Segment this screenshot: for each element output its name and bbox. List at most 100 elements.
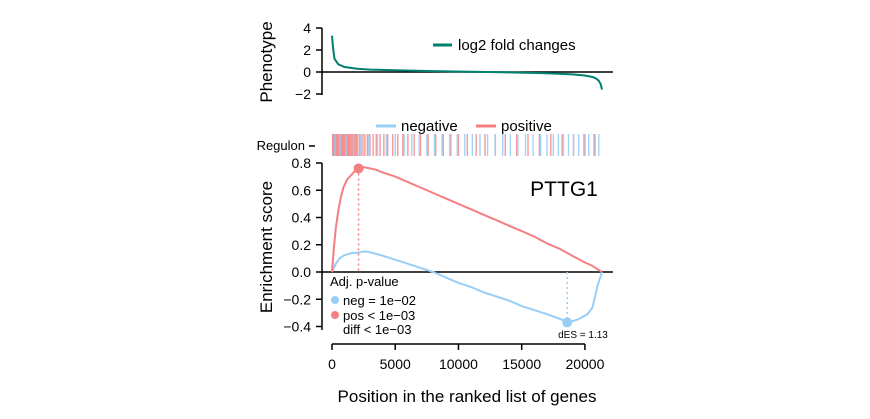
regulon-positive-bar: [538, 134, 541, 156]
regulon-positive-bar: [372, 134, 374, 156]
regulon-negative-bar: [418, 134, 420, 156]
phenotype-y-label: Phenotype: [257, 21, 276, 102]
regulon-positive-bar: [356, 134, 358, 156]
regulon-negative-bar: [339, 134, 341, 156]
phenotype-line: [331, 35, 603, 90]
legend-negative-label: negative: [401, 118, 458, 135]
regulon-positive-bar: [407, 134, 409, 156]
regulon-positive-bar: [427, 134, 429, 156]
regulon-positive-bar: [332, 134, 335, 156]
regulon-negative-bar: [471, 134, 474, 156]
regulon-positive-bar: [340, 134, 342, 156]
regulon-negative-bar: [456, 134, 458, 156]
enrichment-legend: negative positive: [376, 118, 552, 135]
regulon-negative-bar: [598, 134, 600, 156]
enrichment-x-tick-label: 5000: [380, 356, 411, 372]
enrichment-panel: −0.4 −0.2 0.0 0.2 0.4 0.6 0.8 0 5000 10000 15000 2…: [257, 155, 613, 406]
enrichment-y-tick-label: 0.4: [292, 210, 312, 226]
regulon-positive-bar: [369, 134, 371, 156]
regulon-positive-bar: [348, 134, 351, 156]
enrichment-y-tick-label: −0.2: [283, 291, 311, 307]
regulon-positive-bar: [527, 134, 529, 156]
regulon-negative-bar: [403, 134, 405, 156]
regulon-positive-bar: [450, 134, 452, 156]
regulon-positive-bar: [386, 134, 389, 156]
regulon-negative-bar: [486, 134, 489, 156]
regulon-negative-bar: [334, 134, 336, 156]
regulon-positive-bar: [338, 134, 340, 156]
regulon-negative-bar: [367, 134, 370, 156]
regulon-bars: [331, 134, 600, 156]
regulon-negative-bar: [552, 134, 555, 156]
pvalue-pos-dot: [331, 311, 339, 319]
regulon-negative-bar: [509, 134, 512, 156]
regulon-negative-bar: [359, 134, 362, 156]
regulon-positive-bar: [362, 134, 364, 156]
regulon-positive-bar: [346, 134, 349, 156]
regulon-positive-bar: [354, 134, 356, 156]
regulon-positive-bar: [335, 134, 337, 156]
regulon-positive-bar: [550, 134, 552, 156]
regulon-positive-bar: [342, 134, 344, 156]
regulon-negative-bar: [562, 134, 565, 156]
regulon-positive-bar: [397, 134, 399, 156]
regulon-positive-bar: [457, 134, 460, 156]
enrichment-y-ticks: −0.4 −0.2 0.0 0.2 0.4 0.6 0.8: [283, 155, 322, 335]
regulon-positive-bar: [584, 134, 586, 156]
pvalue-diff: diff < 1e−03: [343, 322, 411, 337]
regulon-negative-bar: [588, 134, 590, 156]
positive-peak-marker: [353, 163, 364, 174]
regulon-negative-bar: [532, 134, 534, 156]
regulon-negative-bar: [494, 134, 496, 156]
regulon-negative-bar: [546, 134, 548, 156]
regulon-positive-bar: [413, 134, 415, 156]
regulon-negative-bar: [577, 134, 580, 156]
enrichment-y-tick-label: −0.4: [283, 319, 311, 335]
regulon-positive-bar: [466, 134, 469, 156]
regulon-negative-bar: [582, 134, 585, 156]
regulon-negative-bar: [539, 134, 542, 156]
enrichment-x-tick-label: 15000: [502, 356, 541, 372]
enrichment-x-ticks: 0 5000 10000 15000 20000: [328, 344, 605, 372]
regulon-negative-bar: [345, 134, 347, 156]
regulon-positive-bar: [435, 134, 437, 156]
regulon-positive-bar: [392, 134, 394, 156]
negative-enrichment-line: [331, 250, 603, 324]
regulon-positive-bar: [347, 134, 350, 156]
regulon-negative-bar: [426, 134, 428, 156]
regulon-positive-bar: [504, 134, 506, 156]
regulon-positive-bar: [337, 134, 339, 156]
enrichment-y-tick-label: 0.0: [292, 264, 312, 280]
enrichment-x-tick-label: 10000: [439, 356, 478, 372]
regulon-positive-bar: [343, 134, 346, 156]
regulon-negative-bar: [441, 134, 443, 156]
pvalue-title: Adj. p-value: [330, 274, 399, 289]
regulon-positive-bar: [484, 134, 486, 156]
regulon-positive-bar: [442, 134, 444, 156]
phenotype-y-tick-label: 0: [303, 64, 311, 80]
regulon-strip: Regulon: [257, 134, 600, 156]
phenotype-legend-label: log2 fold changes: [458, 37, 576, 54]
regulon-positive-bar: [349, 134, 352, 156]
negative-peak-marker: [562, 317, 573, 328]
regulon-positive-bar: [419, 134, 422, 156]
enrichment-y-tick-label: 0.2: [292, 237, 312, 253]
enrichment-x-tick-label: 0: [328, 356, 336, 372]
regulon-positive-bar: [515, 134, 518, 156]
enrichment-x-tick-label: 20000: [565, 356, 604, 372]
phenotype-panel: −2 0 2 4 Phenotype log2 fold changes: [257, 20, 613, 103]
regulon-positive-bar: [364, 134, 366, 156]
pvalue-neg: neg = 1e−02: [343, 293, 416, 308]
regulon-negative-bar: [567, 134, 570, 156]
phenotype-y-tick-label: −2: [295, 86, 311, 102]
regulon-negative-bar: [524, 134, 527, 156]
enrichment-y-tick-label: 0.6: [292, 182, 312, 198]
phenotype-y-ticks: −2 0 2 4: [295, 20, 322, 102]
regulon-positive-bar: [375, 134, 377, 156]
regulon-negative-bar: [385, 134, 388, 156]
enrichment-y-label: Enrichment score: [257, 181, 276, 313]
regulon-positive-bar: [594, 134, 596, 156]
regulon-positive-bar: [475, 134, 477, 156]
regulon-negative-bar: [376, 134, 379, 156]
